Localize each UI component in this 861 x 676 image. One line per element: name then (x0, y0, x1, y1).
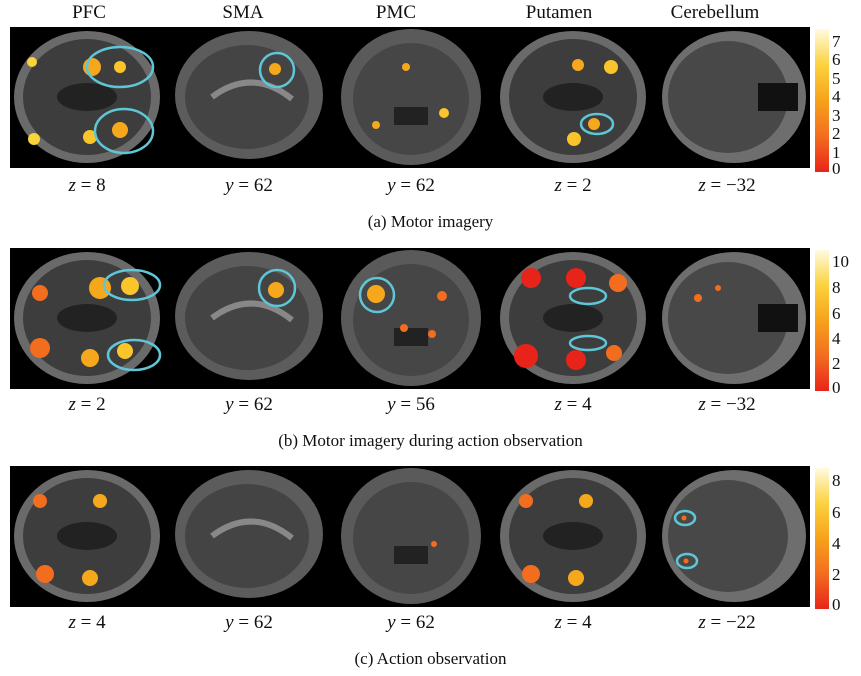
slice-coordinate: z = 4 (554, 612, 592, 633)
brain-slice-coronal (334, 27, 488, 168)
brain-slice-axial (10, 27, 164, 168)
column-header-cerebellum: Cerebellum (670, 2, 760, 23)
column-header-pfc: PFC (72, 2, 106, 23)
slice-coordinate: z = 4 (68, 612, 106, 633)
slice-coordinate: z = 2 (554, 175, 592, 196)
row-motor-imagery (10, 27, 810, 168)
brain-slice-axial (10, 248, 164, 389)
slice-coordinate: y = 62 (387, 175, 435, 196)
slice-coordinate: y = 62 (225, 175, 273, 196)
slice-coordinate: z = −32 (698, 394, 756, 415)
slice-coordinate: y = 62 (225, 612, 273, 633)
brain-slice-coronal (334, 248, 488, 389)
brain-slice-axial (496, 248, 650, 389)
colorbar (815, 29, 829, 172)
slice-coordinate: y = 56 (387, 394, 435, 415)
slice-coordinate: y = 62 (387, 612, 435, 633)
slice-coordinate: y = 62 (225, 394, 273, 415)
brain-slice-axial (658, 248, 810, 389)
panel-caption: (a) Motor imagery (367, 212, 494, 231)
row-action-observation (10, 466, 810, 607)
brain-slice-sagittal (172, 248, 326, 389)
brain-slice-axial (10, 466, 164, 607)
slice-coordinate: z = 2 (68, 394, 106, 415)
colorbar (815, 468, 829, 609)
column-header-sma: SMA (222, 2, 264, 23)
column-header-putamen: Putamen (525, 2, 593, 23)
panel-caption: (c) Action observation (354, 649, 507, 668)
brain-slice-sagittal (172, 27, 326, 168)
brain-slice-coronal (334, 466, 488, 607)
slice-coordinate: z = −32 (698, 175, 756, 196)
column-header-pmc: PMC (375, 2, 417, 23)
slice-coordinate: z = −22 (698, 612, 756, 633)
brain-slice-axial (658, 27, 810, 168)
brain-slice-sagittal (172, 466, 326, 607)
slice-coordinate: z = 8 (68, 175, 106, 196)
colorbar (815, 250, 829, 391)
panel-caption: (b) Motor imagery during action observat… (278, 431, 583, 450)
slice-coordinate: z = 4 (554, 394, 592, 415)
brain-slice-axial (496, 466, 650, 607)
brain-slice-axial (496, 27, 650, 168)
brain-slice-axial (658, 466, 810, 607)
row-motor-imagery-action-observation (10, 248, 810, 389)
